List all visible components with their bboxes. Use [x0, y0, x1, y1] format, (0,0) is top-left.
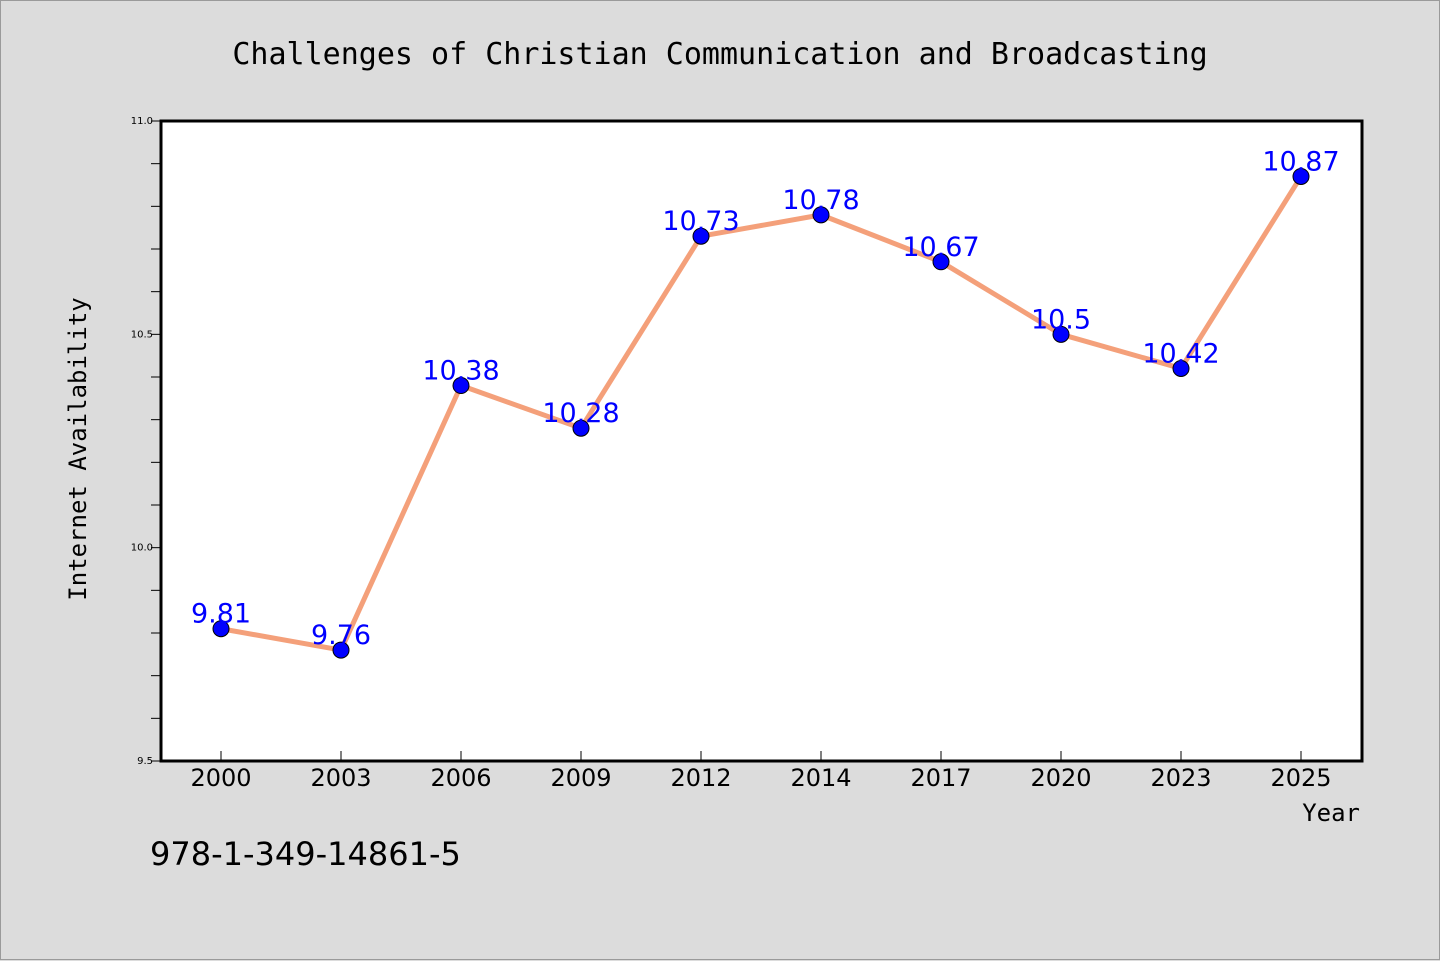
data-label: 10.87 — [1262, 146, 1339, 177]
x-tick-label: 2006 — [430, 764, 491, 792]
data-label: 10.28 — [542, 398, 619, 429]
data-label: 9.76 — [311, 620, 371, 651]
plot-area — [159, 119, 1364, 763]
data-point — [932, 253, 950, 271]
y-tick-label: 10.0 — [131, 543, 153, 554]
x-tick-label: 2003 — [310, 764, 371, 792]
y-axis-ticks — [151, 120, 161, 762]
data-point — [1052, 325, 1070, 343]
x-tick-label: 2009 — [550, 764, 611, 792]
y-tick-label: 11.0 — [131, 116, 153, 127]
y-axis-label: Internet Availability — [64, 297, 92, 600]
x-tick-label: 2012 — [670, 764, 731, 792]
data-point — [812, 206, 830, 224]
footer-code: 978-1-349-14861-5 — [150, 835, 461, 873]
data-label: 10.5 — [1031, 304, 1091, 335]
data-label: 10.73 — [662, 206, 739, 237]
y-tick-label: 10.5 — [131, 329, 153, 340]
data-label: 10.78 — [782, 185, 859, 216]
series-layer — [218, 173, 1304, 653]
x-axis-tick-labels: 2000 2003 2006 2009 2012 2014 2017 2020 2023 2025 — [190, 764, 1331, 792]
x-tick-label: 2020 — [1030, 764, 1091, 792]
x-tick-label: 2000 — [190, 764, 251, 792]
x-tick-label: 2025 — [1270, 764, 1331, 792]
x-axis-ticks — [220, 751, 1302, 761]
data-point — [692, 227, 710, 245]
x-tick-label: 2023 — [1150, 764, 1211, 792]
data-label: 10.38 — [422, 356, 499, 387]
data-label: 9.81 — [191, 599, 251, 630]
y-tick-label: 9.5 — [137, 756, 153, 767]
data-point — [1292, 167, 1310, 185]
data-point — [1172, 359, 1190, 377]
x-tick-label: 2017 — [910, 764, 971, 792]
data-point — [332, 641, 350, 659]
marker-layer — [212, 167, 1310, 659]
data-point — [212, 620, 230, 638]
x-axis-label: Year — [1302, 799, 1360, 827]
data-point — [572, 419, 590, 437]
x-tick-label: 2014 — [790, 764, 851, 792]
y-axis-tick-labels: 9.5 10.0 10.5 11.0 — [131, 116, 153, 767]
data-label: 10.42 — [1142, 338, 1219, 369]
chart-title: Challenges of Christian Communication an… — [232, 37, 1207, 72]
series-line — [218, 173, 1304, 653]
data-label: 10.67 — [902, 232, 979, 263]
data-label-layer: 9.81 9.76 10.38 10.28 10.73 10.78 10.67 10.5 10.… — [191, 146, 1340, 651]
data-point — [452, 377, 470, 395]
